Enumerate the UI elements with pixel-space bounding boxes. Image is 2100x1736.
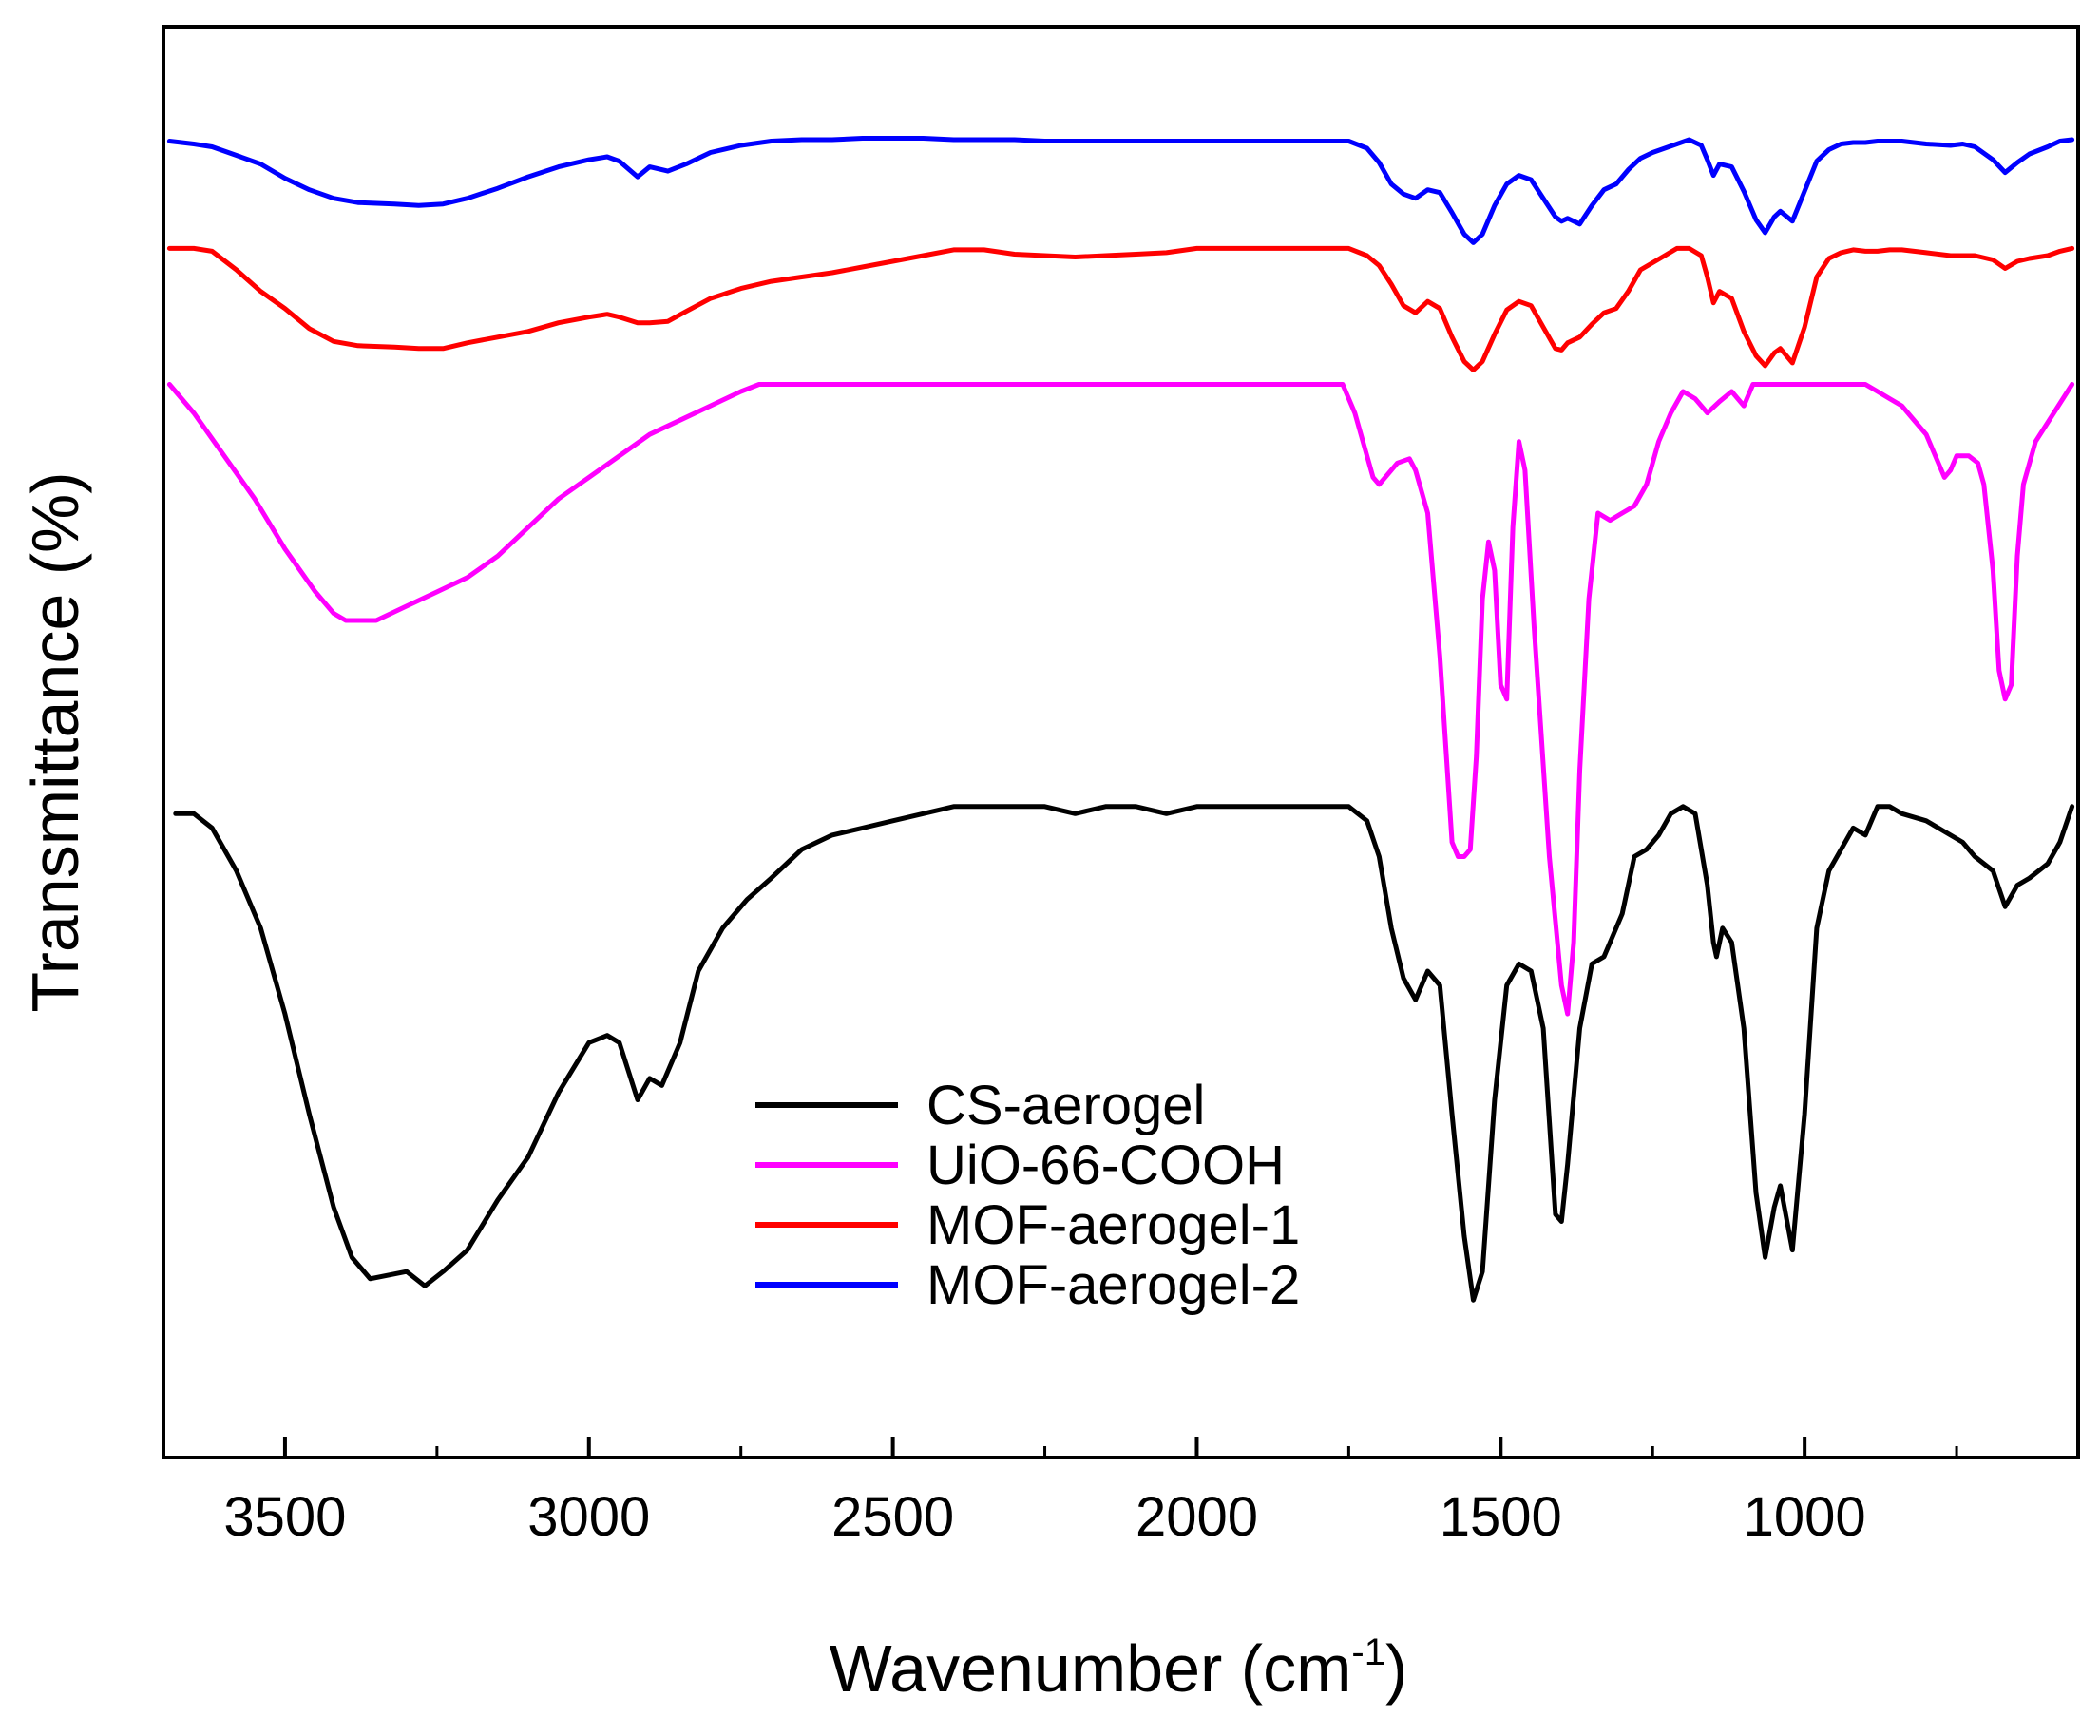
x-tick-label: 3000 — [527, 1486, 650, 1548]
series-line-uio-66-cooh — [166, 382, 2075, 1017]
x-tick-label: 1500 — [1440, 1486, 1562, 1548]
legend-label-mof-aerogel-2: MOF-aerogel-2 — [926, 1254, 1300, 1316]
legend: CS-aerogelUiO-66-COOHMOF-aerogel-1MOF-ae… — [755, 1075, 1300, 1316]
x-tick-label: 1000 — [1744, 1486, 1866, 1548]
x-tick-label: 3500 — [223, 1486, 346, 1548]
x-axis-title-close: ) — [1385, 1631, 1407, 1706]
plot-area — [162, 25, 2080, 1459]
series-line-mof-aerogel-2 — [166, 136, 2075, 245]
x-axis: 3500 3000 2500 2000 1500 1000 — [223, 1437, 1958, 1548]
y-axis-title: Transmittance (%) — [18, 471, 92, 1012]
x-axis-title-sup: -1 — [1351, 1631, 1385, 1673]
series-line-mof-aerogel-1 — [166, 245, 2075, 372]
legend-label-cs-aerogel: CS-aerogel — [926, 1075, 1205, 1136]
legend-label-mof-aerogel-1: MOF-aerogel-1 — [926, 1194, 1300, 1256]
plot-frame — [162, 25, 2080, 1459]
legend-label-uio-66-cooh: UiO-66-COOH — [926, 1135, 1285, 1196]
x-tick-label: 2000 — [1136, 1486, 1258, 1548]
series-line-cs-aerogel — [173, 804, 2075, 1303]
x-axis-title: Wavenumber (cm-1) — [830, 1631, 1408, 1706]
x-tick-label: 2500 — [831, 1486, 954, 1548]
x-axis-title-main: Wavenumber (cm — [830, 1631, 1352, 1706]
series-group — [166, 136, 2075, 1303]
